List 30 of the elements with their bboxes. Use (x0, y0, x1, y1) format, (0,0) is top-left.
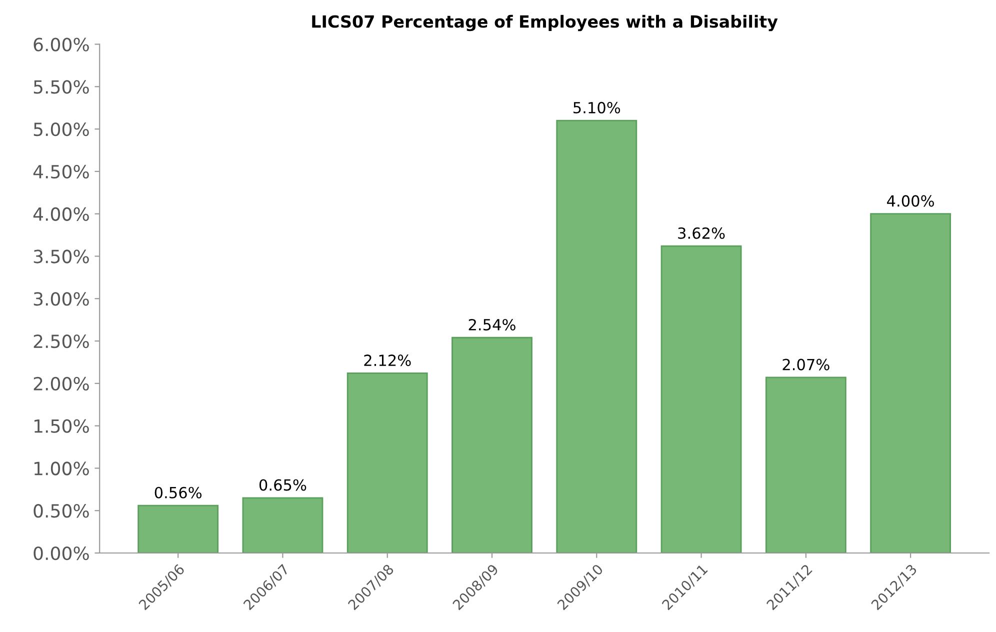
bar (660, 245, 742, 553)
bar (452, 336, 532, 553)
data-label: 2.12% (364, 354, 411, 366)
data-label: 0.56% (154, 486, 202, 498)
data-label: 2.07% (782, 358, 830, 370)
data-label: 5.10% (574, 102, 620, 114)
data-label: 2.54% (468, 318, 516, 330)
bar (346, 372, 428, 553)
y-tick-label: 0.50% (34, 504, 89, 518)
bar (870, 213, 952, 553)
y-tick-label: 6.00% (34, 38, 89, 52)
data-label: 3.62% (678, 227, 725, 239)
y-tick-label: 5.50% (34, 80, 89, 94)
bar (242, 497, 324, 553)
y-tick-label: 2.50% (34, 334, 89, 348)
bar (556, 120, 638, 553)
data-label: 4.00% (887, 195, 934, 207)
y-tick-label: 0.00% (34, 546, 89, 560)
bar (765, 376, 846, 553)
y-tick-label: 4.50% (33, 164, 89, 179)
data-label: 0.65% (259, 479, 306, 491)
y-tick-label: 4.00% (33, 207, 89, 221)
y-tick-label: 2.00% (34, 376, 89, 391)
bar (138, 504, 219, 553)
y-tick-label: 3.00% (34, 292, 89, 306)
y-tick-label: 1.00% (34, 462, 89, 476)
y-tick-label: 3.50% (34, 250, 89, 264)
chart-title: LICS07 Percentage of Employees with a Disability (312, 14, 778, 32)
y-tick-label: 5.00% (34, 122, 89, 136)
y-tick-label: 1.50% (34, 419, 89, 433)
